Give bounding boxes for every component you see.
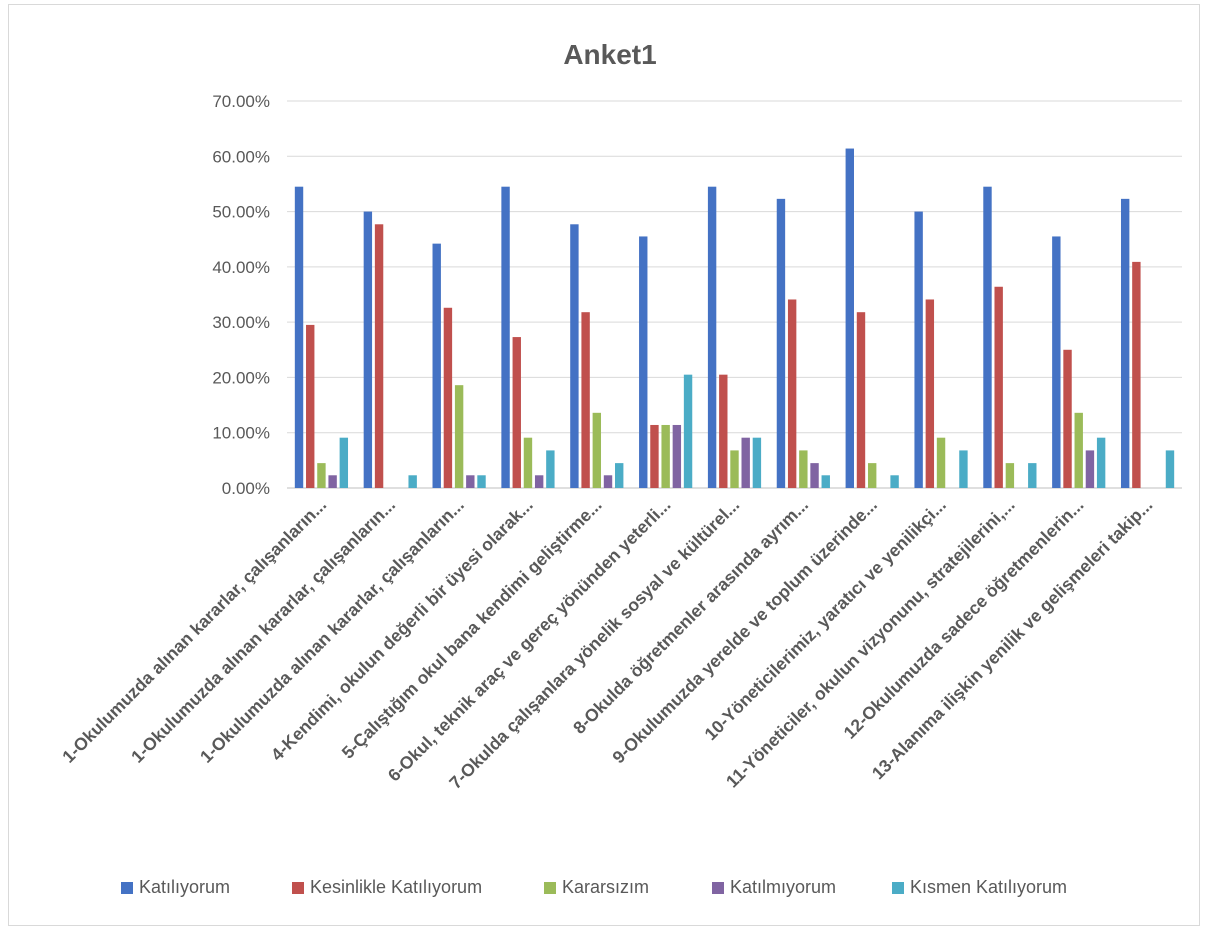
legend-swatch	[892, 882, 904, 894]
bar	[936, 437, 946, 488]
bar	[317, 463, 326, 488]
bar	[1063, 349, 1072, 488]
bar	[1165, 450, 1175, 488]
bar	[1120, 198, 1130, 488]
bar	[328, 475, 337, 488]
bar-chart: Anket1 0.00% 10.00% 20.00% 30.00% 40.00% 50.0…	[58, 39, 1182, 897]
legend-label: Kesinlikle Katılıyorum	[310, 877, 482, 897]
bar	[719, 374, 728, 488]
bar	[363, 211, 373, 489]
bar	[1005, 463, 1015, 488]
bar	[570, 224, 579, 488]
bar	[294, 186, 304, 488]
x-tick-label: 9-Okulumuzda yerelde ve toplum üzerinde.…	[608, 495, 881, 768]
bar	[603, 475, 613, 488]
x-tick-label: 10-Yöneticilerimiz, yaratıcı ve yenilikç…	[700, 495, 949, 744]
bar	[466, 475, 475, 488]
x-tick-label: 12-Okulumuzda sadece öğretmenlerin...	[840, 495, 1088, 743]
bar	[845, 148, 854, 488]
bar	[512, 337, 521, 488]
y-tick-label: 10.00%	[212, 424, 270, 443]
bar	[821, 475, 830, 488]
bar	[650, 424, 659, 488]
legend-label: Katılmıyorum	[730, 877, 836, 897]
y-axis-ticks: 0.00% 10.00% 20.00% 30.00% 40.00% 50.00% 60.00…	[212, 92, 270, 498]
legend: Katılıyorum Kesinlikle Katılıyorum Kararsı…	[121, 877, 1067, 897]
bar	[501, 186, 510, 488]
y-tick-label: 70.00%	[212, 92, 270, 111]
bar	[477, 475, 486, 488]
legend-label: Kısmen Katılıyorum	[910, 877, 1067, 897]
bar	[523, 437, 533, 488]
bars	[294, 148, 1175, 489]
bar	[810, 463, 819, 488]
bar	[374, 224, 384, 488]
chart-frame: Anket1 0.00% 10.00% 20.00% 30.00% 40.00% 50.0…	[8, 4, 1200, 926]
legend-label: Kararsızım	[562, 877, 649, 897]
bar	[741, 437, 750, 488]
bar	[856, 312, 866, 488]
bar	[581, 312, 590, 488]
legend-label: Katılıyorum	[139, 877, 230, 897]
x-tick-label: 1-Okulumuzda alınan kararlar, çalışanlar…	[127, 495, 399, 767]
bar	[730, 450, 739, 488]
y-tick-label: 40.00%	[212, 258, 270, 277]
bar	[1085, 450, 1095, 488]
y-tick-label: 50.00%	[212, 203, 270, 222]
bar	[994, 286, 1003, 488]
bar	[799, 450, 808, 488]
bar	[1052, 236, 1061, 488]
gridlines	[287, 100, 1182, 489]
x-tick-label: 1-Okulumuzda alınan kararlar, çalışanlar…	[196, 495, 468, 767]
bar	[306, 324, 315, 488]
x-tick-label: 4-Kendimi, okulun değerli bir üyesi olar…	[267, 495, 537, 765]
bar	[890, 475, 899, 488]
bar	[339, 437, 349, 488]
bar	[707, 186, 717, 488]
x-tick-label: 1-Okulumuzda alınan kararlar, çalışanlar…	[58, 495, 330, 767]
bar	[752, 437, 762, 488]
bar	[639, 236, 648, 488]
bar	[1132, 261, 1141, 488]
bar	[1096, 437, 1106, 488]
bar	[1028, 463, 1037, 488]
bar	[454, 385, 464, 488]
bar	[408, 475, 417, 488]
chart-title: Anket1	[563, 39, 656, 70]
bar	[443, 307, 453, 488]
bar	[672, 424, 682, 488]
bar	[776, 198, 786, 488]
y-tick-label: 30.00%	[212, 313, 270, 332]
bar	[661, 424, 670, 488]
bar	[925, 299, 935, 488]
y-tick-label: 0.00%	[222, 479, 270, 498]
bar	[1074, 412, 1083, 488]
bar	[683, 374, 693, 488]
y-tick-label: 20.00%	[212, 368, 270, 387]
bar	[983, 186, 992, 488]
bar	[592, 412, 602, 488]
bar	[432, 243, 441, 488]
legend-swatch	[544, 882, 556, 894]
bar	[959, 450, 968, 488]
x-axis-ticks: 1-Okulumuzda alınan kararlar, çalışanlar…	[58, 495, 1156, 793]
bar	[546, 450, 555, 488]
y-tick-label: 60.00%	[212, 147, 270, 166]
bar	[534, 475, 544, 488]
legend-swatch	[712, 882, 724, 894]
legend-swatch	[121, 882, 133, 894]
bar	[615, 463, 624, 488]
bar	[867, 463, 877, 488]
legend-swatch	[292, 882, 304, 894]
bar	[787, 299, 797, 488]
bar	[914, 211, 923, 489]
x-tick-label: 8-Okulda öğretmenler arasında ayrım...	[569, 495, 812, 738]
x-tick-label: 5-Çalıştığım okul bana kendimi geliştirm…	[338, 495, 606, 763]
